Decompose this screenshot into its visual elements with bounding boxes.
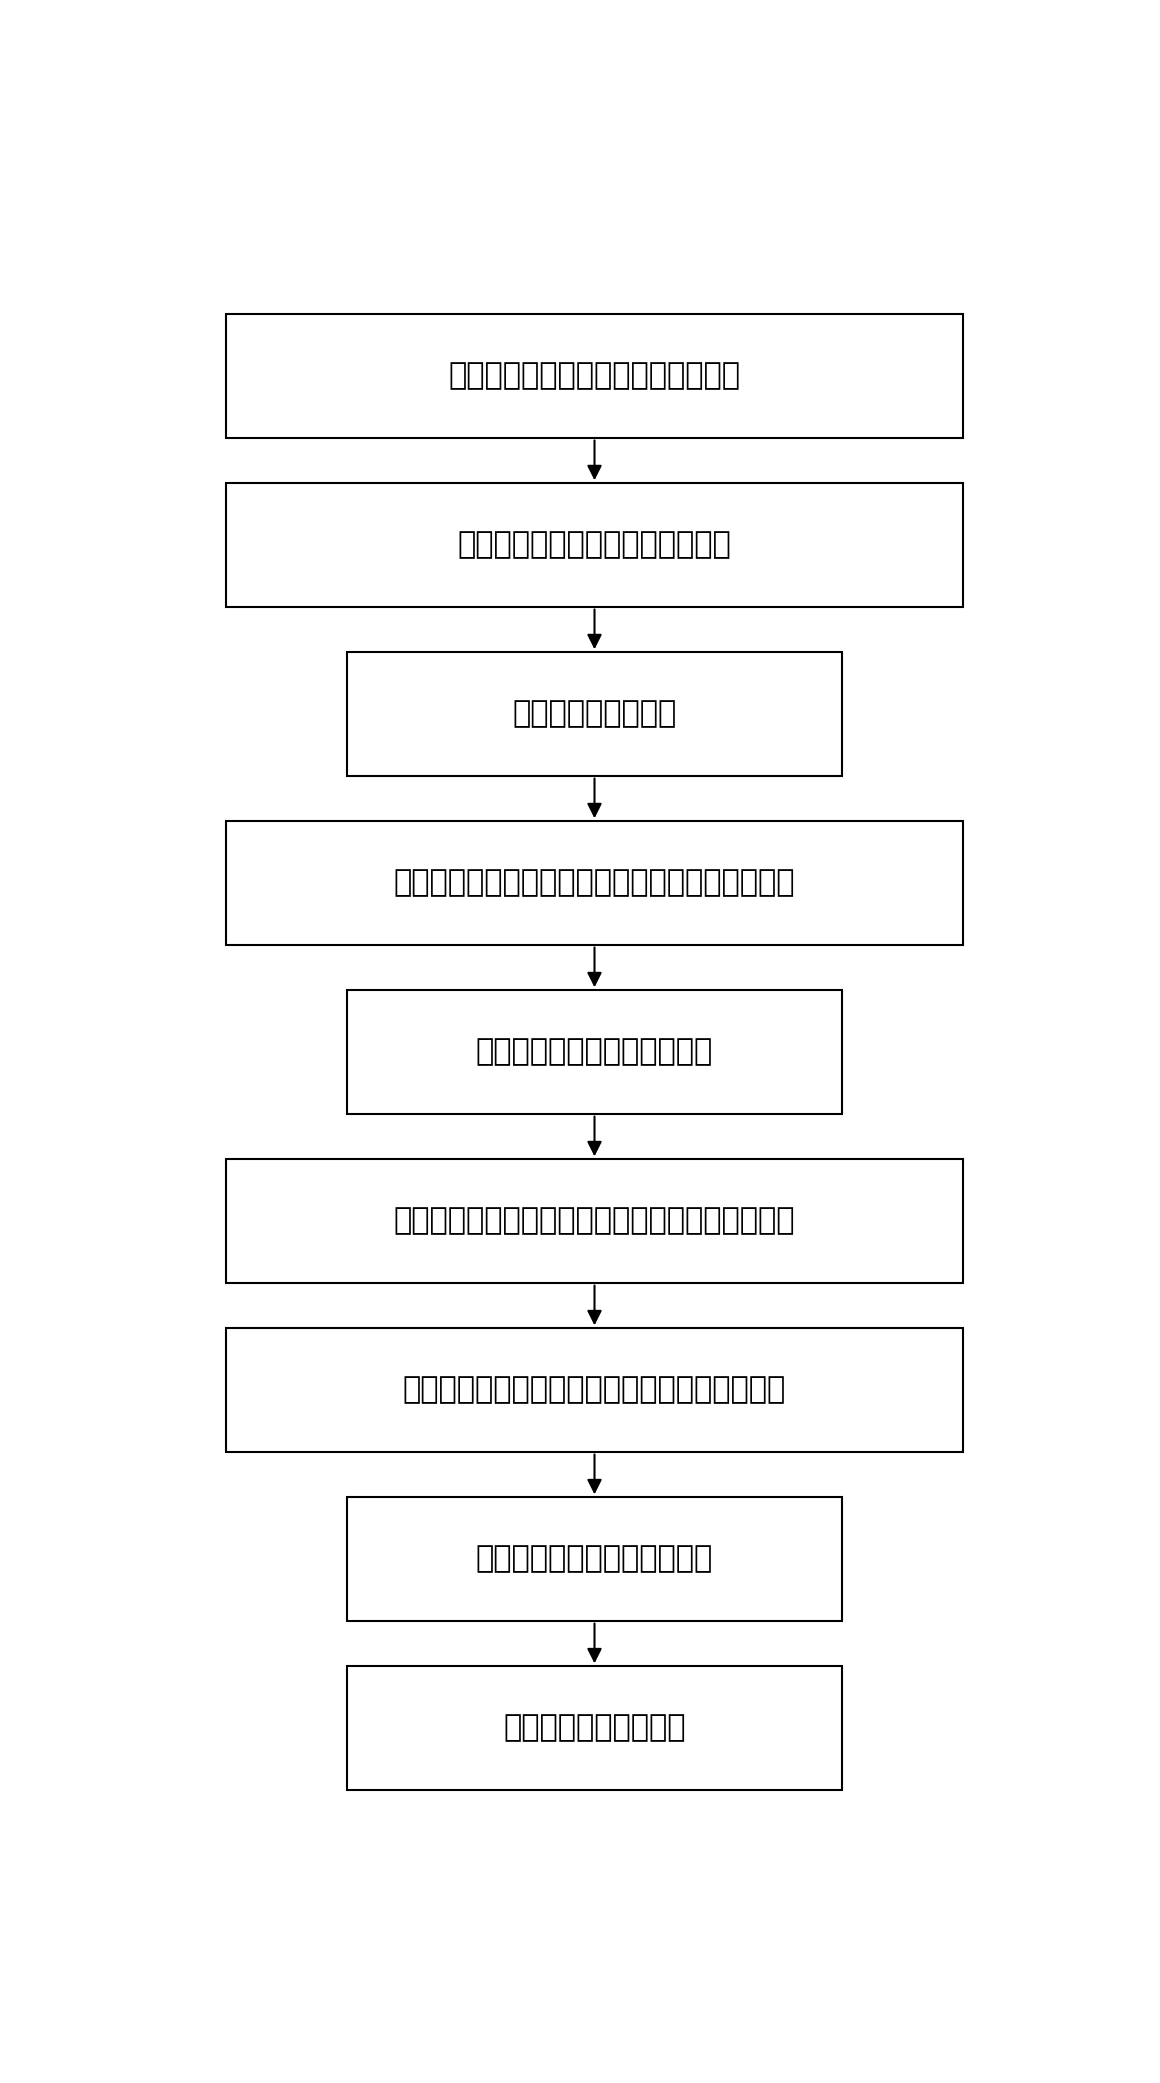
FancyBboxPatch shape [347,989,842,1114]
FancyBboxPatch shape [226,483,963,606]
Text: 计算差频信号频谱的噪声功率: 计算差频信号频谱的噪声功率 [476,1037,713,1066]
FancyBboxPatch shape [347,1498,842,1621]
Text: 获得校正后的多普勒频谱重心: 获得校正后的多普勒频谱重心 [476,1544,713,1573]
Text: 获得差频信号频谱重心和频谱宽度的第一次估计值: 获得差频信号频谱重心和频谱宽度的第一次估计值 [393,869,796,898]
FancyBboxPatch shape [226,1158,963,1283]
Text: 获得差频信号频谱重心和频谱宽度的第二次估计值: 获得差频信号频谱重心和频谱宽度的第二次估计值 [393,1206,796,1235]
FancyBboxPatch shape [347,652,842,775]
FancyBboxPatch shape [226,315,963,437]
Text: 获得解调频后回波信号的二维矩阵: 获得解调频后回波信号的二维矩阵 [458,531,731,560]
FancyBboxPatch shape [347,1666,842,1789]
Text: 获取调频连续波着陆雷达的回波信号: 获取调频连续波着陆雷达的回波信号 [449,360,740,390]
FancyBboxPatch shape [226,821,963,946]
Text: 获得调频连续波着陆雷达天线波束的地面入射角: 获得调频连续波着陆雷达天线波束的地面入射角 [403,1375,786,1404]
Text: 获得校正后的测速结果: 获得校正后的测速结果 [503,1714,686,1743]
Text: 获得差频信号的频谱: 获得差频信号的频谱 [513,700,676,729]
FancyBboxPatch shape [226,1329,963,1452]
